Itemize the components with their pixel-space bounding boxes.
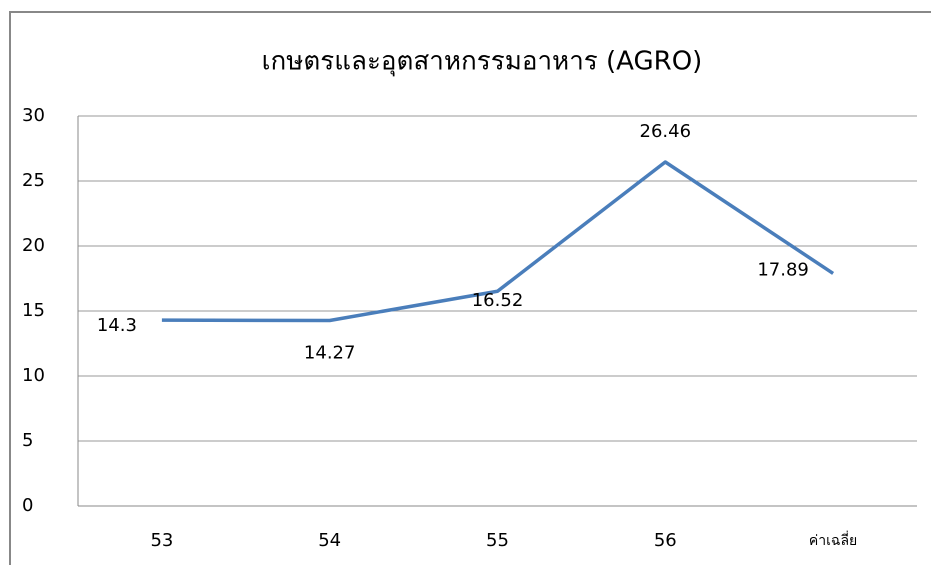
x-tick-label: 55	[486, 530, 509, 551]
y-tick-label: 20	[22, 235, 45, 256]
y-tick-label: 25	[22, 170, 45, 191]
data-label: 16.52	[472, 290, 524, 311]
y-tick-label: 15	[22, 300, 45, 321]
data-label: 14.27	[304, 342, 356, 363]
y-tick-label: 5	[22, 430, 33, 451]
data-label: 26.46	[640, 121, 692, 142]
line	[161, 160, 835, 323]
y-tick-label: 10	[22, 365, 45, 386]
x-tick-label: ค่าเฉลี่ย	[809, 531, 857, 549]
chart-frame	[9, 11, 931, 565]
x-tick-label: 53	[150, 530, 173, 551]
x-tick-label: 56	[654, 530, 677, 551]
y-tick-label: 30	[22, 105, 45, 126]
data-label: 17.89	[757, 259, 809, 280]
chart-title: เกษตรและอุตสาหกรรมอาหาร (AGRO)	[262, 47, 703, 77]
x-tick-label: 54	[318, 530, 341, 551]
data-label: 14.3	[97, 315, 137, 336]
y-tick-label: 0	[22, 495, 33, 516]
